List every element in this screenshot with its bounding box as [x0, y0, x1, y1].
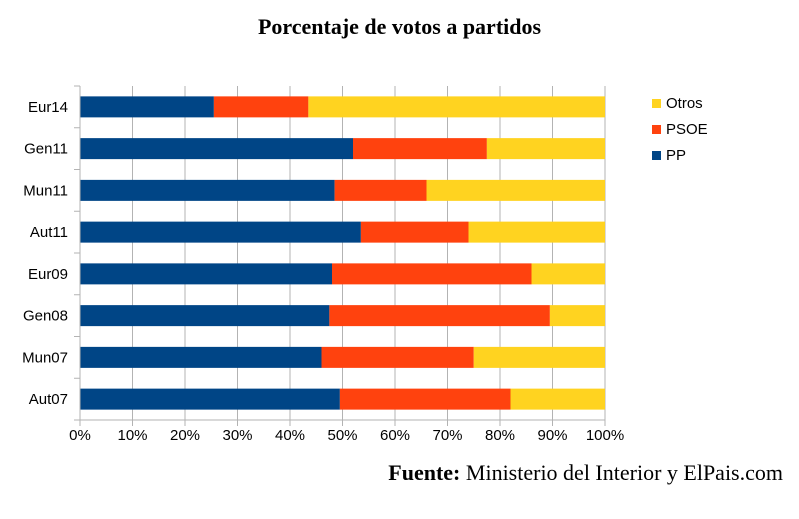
x-tick-label: 80%	[485, 427, 515, 444]
x-tick-label: 20%	[170, 427, 200, 444]
bar-otros-eur09	[531, 263, 605, 285]
bar-pp-eur14	[80, 96, 214, 118]
y-tick-label: Eur14	[28, 99, 68, 116]
source-line: Fuente: Ministerio del Interior y ElPais…	[388, 460, 783, 486]
x-tick-label: 30%	[222, 427, 252, 444]
x-tick-label: 100%	[586, 427, 624, 444]
bar-pp-mun07	[80, 346, 322, 368]
grid-lines	[79, 86, 606, 420]
x-tick-label: 40%	[275, 427, 305, 444]
bar-pp-aut07	[80, 388, 340, 410]
bar-psoe-eur14	[213, 96, 309, 118]
x-tick-label: 10%	[117, 427, 147, 444]
bar-pp-aut11	[80, 221, 361, 243]
x-tick-label: 0%	[69, 427, 91, 444]
y-tick-label: Mun07	[22, 349, 68, 366]
legend-label-psoe: PSOE	[666, 121, 708, 138]
bar-otros-gen11	[486, 138, 605, 160]
bars	[80, 96, 605, 410]
bar-otros-gen08	[549, 305, 605, 327]
bar-pp-mun11	[80, 179, 335, 201]
y-tick-labels: Eur14 Gen11 Mun11 Aut11 Eur09 Gen08 Mun07 Aut07	[22, 99, 68, 408]
source-text: Ministerio del Interior y ElPais.com	[460, 460, 783, 485]
bar-psoe-mun11	[334, 179, 427, 201]
y-tick-label: Mun11	[23, 182, 68, 199]
x-tick-label: 70%	[432, 427, 462, 444]
legend-label-pp: PP	[666, 147, 686, 164]
bar-pp-eur09	[80, 263, 332, 285]
y-tick-label: Gen11	[24, 141, 68, 158]
bar-otros-aut07	[510, 388, 605, 410]
x-tick-label: 50%	[327, 427, 357, 444]
bar-pp-gen11	[80, 138, 353, 160]
source-label: Fuente:	[388, 460, 461, 485]
chart-title: Porcentaje de votos a partidos	[257, 14, 542, 39]
legend: Otros PSOE PP	[652, 95, 708, 164]
x-tick-label: 90%	[537, 427, 567, 444]
bar-psoe-gen11	[353, 138, 487, 160]
bar-psoe-aut07	[339, 388, 511, 410]
bar-otros-eur14	[308, 96, 605, 118]
legend-swatch-psoe	[652, 125, 661, 134]
y-tick-label: Aut11	[30, 224, 68, 241]
legend-swatch-otros	[652, 99, 661, 108]
x-tick-labels: 0% 10% 20% 30% 40% 50% 60% 70% 80% 90% 100%	[69, 427, 624, 444]
bar-otros-mun11	[426, 179, 605, 201]
bar-pp-gen08	[80, 305, 330, 327]
bar-otros-mun07	[473, 346, 605, 368]
bar-psoe-aut11	[360, 221, 469, 243]
legend-label-otros: Otros	[666, 95, 703, 112]
bar-otros-aut11	[468, 221, 605, 243]
bar-psoe-mun07	[321, 346, 474, 368]
bar-psoe-gen08	[329, 305, 550, 327]
legend-swatch-pp	[652, 151, 661, 160]
x-tick-label: 60%	[380, 427, 410, 444]
y-tick-label: Aut07	[29, 391, 68, 408]
bar-psoe-eur09	[332, 263, 532, 285]
y-tick-label: Gen08	[23, 308, 68, 325]
axes	[74, 85, 606, 426]
y-tick-label: Eur09	[28, 266, 68, 283]
